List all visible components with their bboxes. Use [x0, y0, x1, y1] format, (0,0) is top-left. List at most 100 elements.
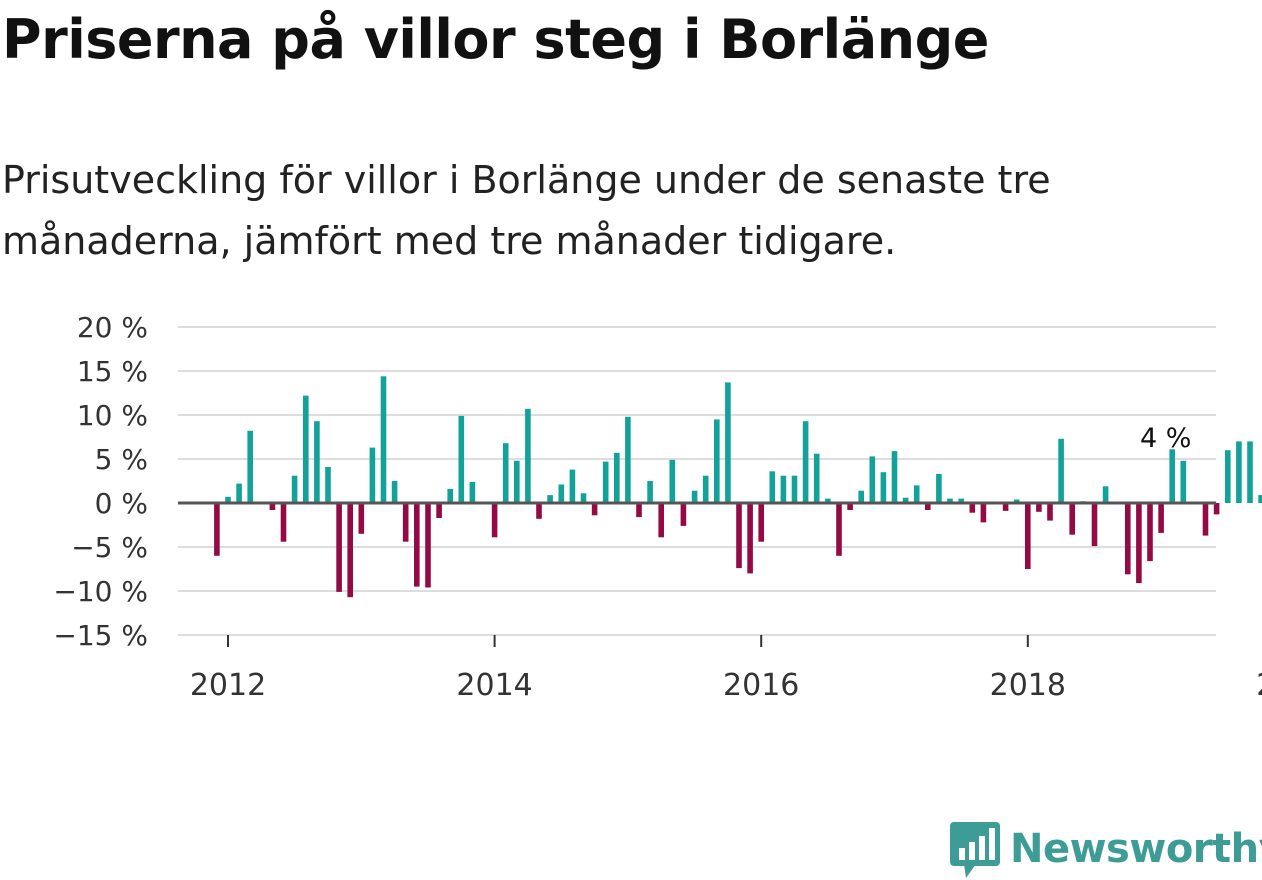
bar [469, 481, 476, 503]
bar [214, 503, 220, 556]
bar [491, 503, 498, 538]
y-tick-label: 10 % [77, 399, 148, 432]
brand-logo: Newsworthy [950, 818, 1262, 880]
bar [580, 493, 587, 503]
x-tick-label: 2018 [990, 668, 1066, 703]
y-tick-label: 5 % [95, 443, 148, 476]
bar [1025, 503, 1031, 569]
bar [1036, 503, 1042, 512]
bar [225, 496, 231, 503]
bar [325, 466, 331, 503]
bar [1002, 503, 1009, 511]
bar-chart: 20 % 15 % 10 % 5 % 0 % −5 % −10 % −15 % 2012 201… [53, 311, 1262, 703]
bar [414, 503, 420, 587]
bar [736, 503, 742, 569]
bar [303, 395, 309, 503]
x-tick-label: 2014 [456, 668, 532, 703]
y-tick-label: 20 % [77, 311, 148, 344]
bar [425, 503, 431, 588]
x-tick-label: 2020 [1256, 668, 1262, 703]
newsworthy-icon [950, 822, 1000, 878]
bar [336, 503, 342, 592]
bar [802, 421, 809, 503]
bar [647, 481, 653, 503]
bar [614, 452, 620, 503]
bar [391, 481, 398, 503]
bar [236, 483, 242, 503]
bar [1213, 503, 1220, 515]
bar [247, 430, 253, 503]
bar [536, 503, 542, 519]
bar [936, 474, 942, 503]
bar [269, 503, 276, 510]
bar [1102, 486, 1109, 503]
bar [714, 419, 720, 503]
last-value-label: 4 % [1140, 423, 1191, 454]
bar [636, 503, 642, 518]
bar [280, 503, 287, 542]
bar [913, 485, 920, 503]
bar [691, 490, 698, 503]
bar [747, 503, 753, 574]
bar [791, 475, 798, 503]
bar [547, 495, 553, 503]
bar [858, 490, 864, 503]
bar [1225, 450, 1231, 503]
bar [314, 421, 320, 503]
bar [1169, 449, 1175, 503]
bar [1013, 499, 1020, 503]
bar [947, 498, 953, 503]
bar [758, 503, 764, 542]
bar [825, 498, 831, 503]
bar [380, 376, 387, 503]
bar [980, 503, 987, 523]
bar [1258, 495, 1262, 503]
bar [525, 408, 531, 503]
bar [369, 447, 376, 503]
bar [958, 498, 964, 503]
bar [680, 503, 687, 526]
y-tick-label: 15 % [77, 355, 148, 388]
bar [702, 475, 709, 503]
y-tick-label: −15 % [53, 619, 148, 652]
bar [458, 415, 465, 503]
chart-title: Priserna på villor steg i Borlänge [2, 8, 989, 71]
bar [436, 503, 442, 518]
bar [880, 472, 887, 503]
x-axis: 20122014201620182020202220242026 [190, 635, 1262, 703]
bar [1158, 503, 1164, 533]
bar [1136, 503, 1142, 584]
x-tick-label: 2016 [723, 668, 799, 703]
bar [1058, 438, 1064, 503]
bar [558, 484, 565, 503]
bar [1091, 503, 1098, 547]
y-axis: 20 % 15 % 10 % 5 % 0 % −5 % −10 % −15 % [53, 311, 148, 652]
bar [358, 503, 365, 534]
bar [1047, 503, 1053, 521]
bar [1202, 503, 1209, 536]
bar [925, 503, 931, 510]
bar [836, 503, 842, 556]
bar [769, 471, 776, 503]
bar [669, 459, 676, 503]
brand-name: Newsworthy [1010, 826, 1262, 872]
bar [1180, 460, 1187, 503]
x-tick-label: 2012 [190, 668, 266, 703]
bar [1147, 503, 1153, 562]
bar [602, 461, 609, 503]
bar [347, 503, 353, 598]
bar [447, 488, 453, 503]
y-tick-label: −5 % [71, 531, 148, 564]
y-tick-label: −10 % [53, 575, 148, 608]
bar [969, 503, 976, 513]
bar [902, 497, 909, 503]
bar [658, 503, 664, 538]
bar [869, 456, 876, 503]
bar [625, 416, 631, 503]
chart-subtitle: Prisutveckling för villor i Borlänge und… [2, 158, 1051, 263]
bar [847, 503, 853, 510]
bar [591, 503, 598, 516]
y-tick-label: 0 % [95, 487, 148, 520]
bar [291, 475, 298, 503]
bar-series [214, 376, 1262, 598]
